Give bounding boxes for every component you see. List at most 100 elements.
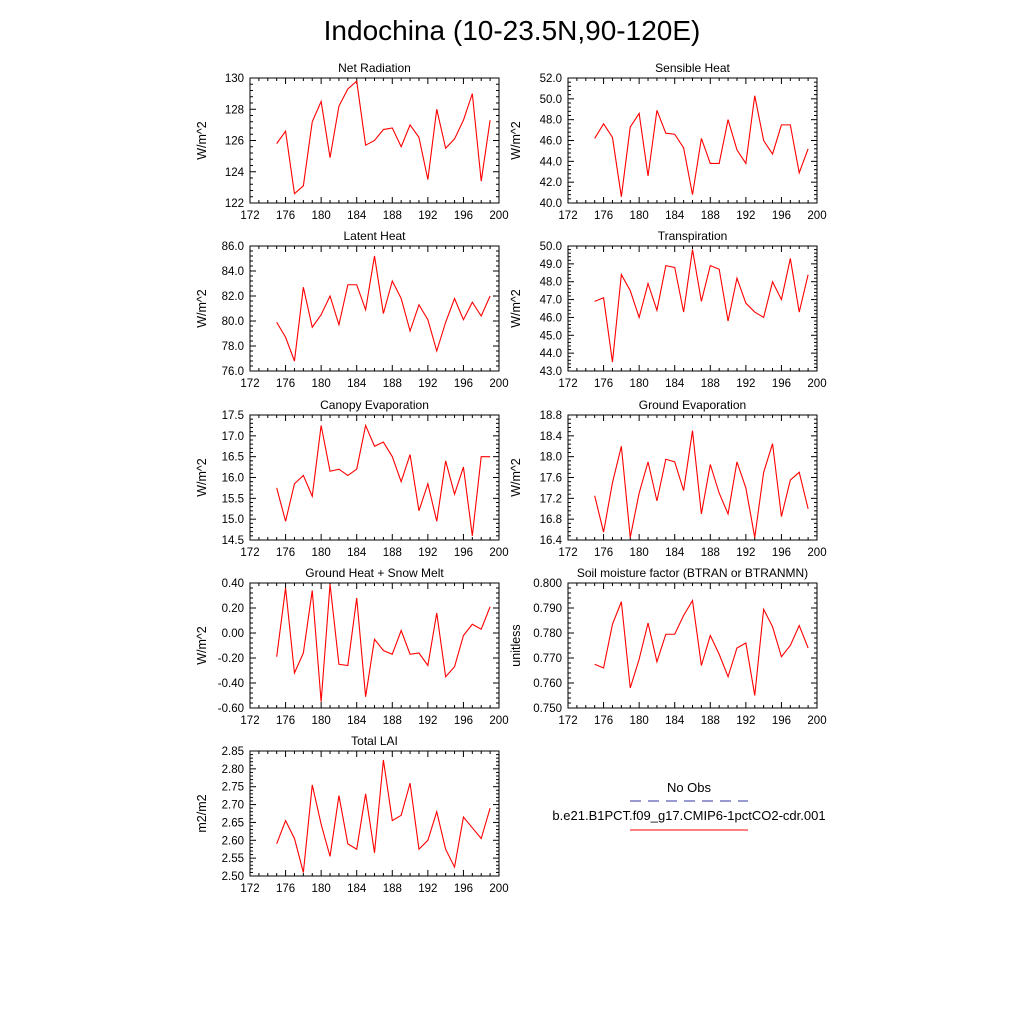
x-tick-label: 188 [701,547,720,559]
x-tick-label: 192 [418,378,437,390]
panel-3: Transpiration 172 176 180 184 188 192 196 200 43.… [509,229,827,390]
y-tick-label: 0.40 [222,578,244,590]
x-tick-label: 172 [240,883,259,895]
y-tick-label: 2.55 [222,853,244,865]
series-line [276,423,491,536]
y-axis-label: W/m^2 [195,458,209,497]
panel-title: Sensible Heat [655,61,730,75]
figure-title: Indochina (10-23.5N,90-120E) [324,15,701,46]
x-tick-label: 192 [418,547,437,559]
series-line [276,80,491,195]
y-tick-label: 0.20 [222,603,244,615]
x-tick-label: 180 [312,210,331,222]
y-tick-label: 76.0 [222,366,244,378]
panel-title: Canopy Evaporation [320,398,429,412]
x-tick-label: 192 [736,715,755,727]
x-tick-label: 172 [240,547,259,559]
x-tick-label: 180 [630,547,649,559]
x-tick-label: 192 [736,547,755,559]
x-tick-label: 192 [736,378,755,390]
y-tick-label: 122 [225,198,244,210]
y-tick-label: -0.20 [218,653,244,665]
legend: No Obs b.e21.B1PCT.f09_g17.CMIP6-1pctCO2… [552,780,826,831]
panel-title: Total LAI [351,734,398,748]
x-tick-label: 176 [594,378,613,390]
x-tick-label: 176 [276,547,295,559]
legend-label-model: b.e21.B1PCT.f09_g17.CMIP6-1pctCO2-cdr.00… [552,808,825,823]
y-axis-label: W/m^2 [509,121,523,160]
x-tick-label: 172 [558,210,577,222]
y-axis-label: W/m^2 [195,121,209,160]
x-tick-label: 180 [630,715,649,727]
y-tick-label: 16.4 [540,535,563,547]
y-tick-label: 15.0 [222,514,244,526]
y-tick-label: 80.0 [222,316,244,328]
panel-title: Transpiration [658,229,728,243]
y-tick-label: 18.8 [540,410,562,422]
x-tick-label: 172 [558,547,577,559]
y-tick-label: 17.6 [540,473,562,485]
y-tick-label: 0.770 [533,653,562,665]
y-tick-label: 84.0 [222,266,244,278]
y-tick-label: 18.0 [540,452,562,464]
y-axis-label: W/m^2 [509,289,523,328]
y-tick-label: 16.5 [222,452,244,464]
y-tick-label: 2.80 [222,764,244,776]
x-tick-label: 180 [312,547,331,559]
panel-8: Total LAI 172 176 180 184 188 192 196 200 2.50 2.5… [195,734,509,895]
y-axis-label: W/m^2 [509,458,523,497]
y-tick-label: 0.790 [533,603,562,615]
panel-title: Latent Heat [343,229,406,243]
y-tick-label: 126 [225,136,244,148]
y-tick-label: 17.5 [222,410,244,422]
x-tick-label: 188 [383,715,402,727]
x-tick-label: 188 [383,547,402,559]
y-axis-label: W/m^2 [195,626,209,665]
x-tick-label: 184 [347,210,367,222]
legend-label-obs: No Obs [667,780,712,795]
y-tick-label: 0.00 [222,628,244,640]
x-tick-label: 180 [312,715,331,727]
series-line [594,598,809,696]
x-tick-label: 180 [630,210,649,222]
panel-5: Ground Evaporation 172 176 180 184 188 192 196 2… [509,398,827,559]
y-axis-label: m2/m2 [195,794,209,832]
y-tick-label: 16.8 [540,514,562,526]
panel-6: Ground Heat + Snow Melt 172 176 180 184 188 19… [195,566,509,727]
y-tick-label: 42.0 [540,177,562,189]
x-tick-label: 196 [454,547,473,559]
y-tick-label: 46.0 [540,136,562,148]
y-tick-label: 2.50 [222,871,244,883]
x-tick-label: 196 [454,715,473,727]
y-tick-label: 49.0 [540,259,562,271]
y-tick-label: 18.4 [540,431,563,443]
panel-2: Latent Heat 172 176 180 184 188 192 196 200 76.0 7… [195,229,509,390]
y-tick-label: 15.5 [222,493,244,505]
series-line [594,249,809,363]
y-tick-label: 0.800 [533,578,562,590]
x-tick-label: 196 [772,547,791,559]
y-tick-label: 0.780 [533,628,562,640]
x-tick-label: 192 [418,210,437,222]
y-tick-label: 46.0 [540,312,562,324]
plot-frame [249,750,500,877]
panel-1: Sensible Heat 172 176 180 184 188 192 196 200 40.… [509,61,827,222]
x-tick-label: 196 [454,210,473,222]
x-tick-label: 172 [240,715,259,727]
y-tick-label: 78.0 [222,341,244,353]
x-tick-label: 188 [383,210,402,222]
y-tick-label: 44.0 [540,348,562,360]
x-tick-label: 200 [807,715,826,727]
panel-title: Soil moisture factor (BTRAN or BTRANMN) [577,566,808,580]
y-tick-label: 86.0 [222,241,244,253]
x-tick-label: 172 [558,715,577,727]
y-axis-label: unitless [509,624,523,666]
x-tick-label: 176 [276,883,295,895]
x-tick-label: 172 [240,378,259,390]
y-tick-label: -0.40 [218,678,244,690]
x-tick-label: 172 [240,210,259,222]
x-tick-label: 176 [276,210,295,222]
y-tick-label: 44.0 [540,156,562,168]
x-tick-label: 184 [665,547,685,559]
